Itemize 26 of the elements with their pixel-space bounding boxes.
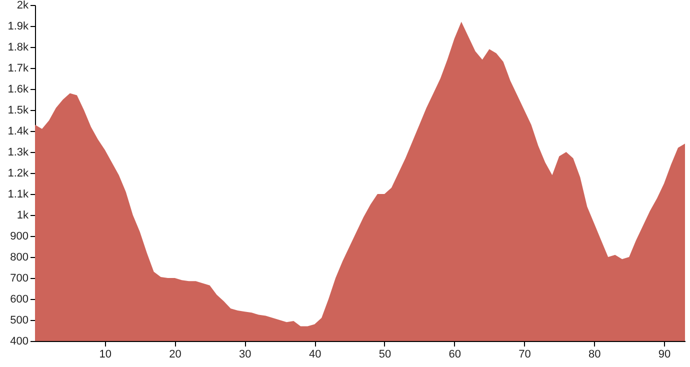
y-tick-label: 700	[10, 272, 28, 284]
y-tick-label: 1.5k	[8, 104, 29, 116]
y-tick-label: 1.8k	[8, 42, 29, 54]
y-tick-label: 1.7k	[8, 62, 29, 74]
y-tick-label: 800	[10, 252, 28, 264]
y-tick-label: 1.6k	[8, 84, 29, 96]
y-tick-label: 900	[10, 230, 28, 242]
x-tick-label: 40	[308, 348, 322, 360]
x-tick-label: 50	[378, 348, 392, 360]
y-tick-label: 500	[10, 314, 28, 326]
x-tick-label: 10	[99, 348, 112, 360]
y-tick-label: 1.4k	[8, 126, 29, 138]
y-tick-label: 1.1k	[8, 188, 29, 200]
y-tick-label: 400	[10, 336, 28, 348]
x-tick-label: 60	[448, 348, 461, 360]
y-tick-label: 1.3k	[8, 146, 29, 158]
y-tick-label: 600	[10, 294, 28, 306]
y-tick-label: 2k	[16, 0, 29, 12]
y-tick-label: 1.2k	[8, 168, 29, 180]
x-tick-label: 70	[518, 348, 531, 360]
x-tick-label: 30	[239, 348, 252, 360]
x-tick-label: 80	[588, 348, 601, 360]
x-tick-label: 90	[658, 348, 671, 360]
y-tick-label: 1k	[16, 210, 29, 222]
y-tick-label: 1.9k	[8, 20, 29, 32]
x-tick-label: 20	[169, 348, 182, 360]
